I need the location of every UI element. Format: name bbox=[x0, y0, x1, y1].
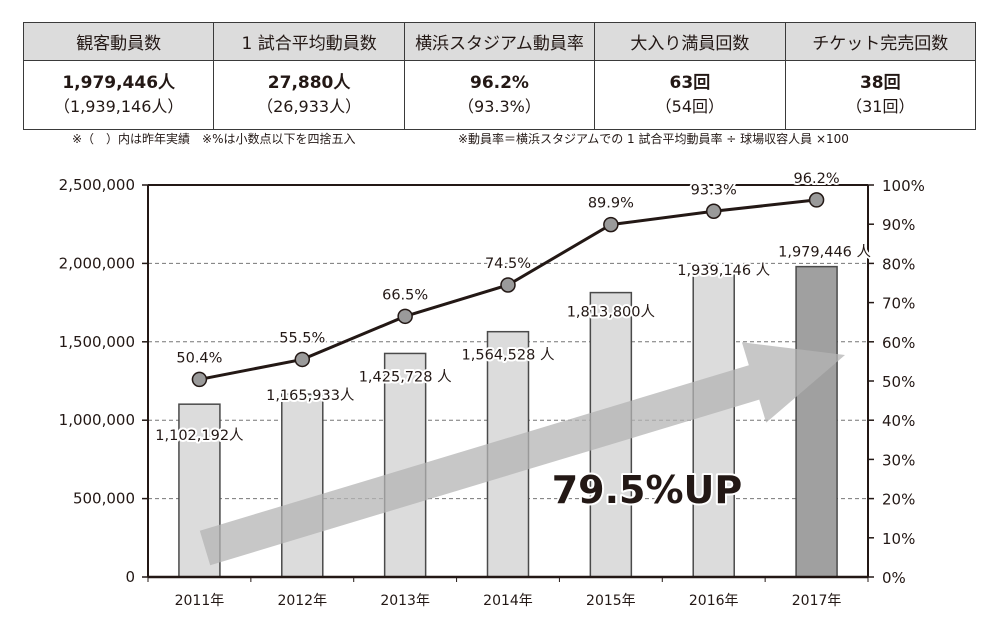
previous-value: （54回） bbox=[655, 97, 725, 116]
right-tick-label: 40% bbox=[882, 412, 915, 430]
occupancy-marker bbox=[191, 371, 208, 388]
occupancy-marker bbox=[808, 192, 825, 208]
current-value: 27,880人 bbox=[267, 73, 351, 93]
x-tick-label: 2014年 bbox=[483, 593, 533, 609]
previous-value: （93.3%） bbox=[458, 97, 541, 116]
left-tick-label: 500,000 bbox=[73, 490, 135, 508]
header-sellout-count: チケット完売回数 bbox=[784, 22, 977, 61]
previous-value: （31回） bbox=[846, 97, 915, 116]
right-tick-label: 60% bbox=[882, 334, 915, 352]
occupancy-label: 93.3% bbox=[691, 182, 737, 198]
attendance-label: 1,813,800人 bbox=[567, 304, 655, 321]
cell-occupancy-rate: 96.2% （93.3%） bbox=[403, 60, 596, 130]
attendance-label: 1,979,446 人 bbox=[778, 244, 871, 261]
summary-header-row: 観客動員数 1 試合平均動員数 横浜スタジアム動員率 大入り満員回数 チケット完… bbox=[22, 22, 977, 61]
attendance-label: 1,425,728 人 bbox=[359, 368, 452, 385]
x-tick-label: 2015年 bbox=[586, 593, 636, 609]
x-tick-label: 2013年 bbox=[380, 593, 430, 609]
occupancy-marker bbox=[603, 216, 619, 233]
x-tick-label: 2012年 bbox=[277, 593, 327, 609]
occupancy-line bbox=[191, 192, 825, 388]
header-full-house-count: 大入り満員回数 bbox=[594, 22, 786, 61]
previous-value: （1,939,146人） bbox=[53, 97, 184, 116]
right-tick-label: 70% bbox=[882, 295, 915, 313]
left-tick-label: 2,000,000 bbox=[59, 254, 135, 272]
attendance-label: 1,102,192人 bbox=[155, 427, 243, 444]
attendance-label: 1,564,528 人 bbox=[462, 347, 555, 364]
occupancy-marker bbox=[500, 277, 516, 293]
right-tick-label: 10% bbox=[882, 530, 915, 548]
axes: 0 500,000 1,000,000 1,500,000 2,000,000 2,500… bbox=[59, 176, 925, 609]
current-value: 38回 bbox=[859, 73, 901, 93]
occupancy-label: 74.5% bbox=[485, 256, 531, 272]
occupancy-marker bbox=[397, 308, 413, 325]
right-tick-label: 100% bbox=[882, 177, 925, 195]
attendance-label: 1,165,933人 bbox=[266, 387, 354, 404]
right-tick-label: 30% bbox=[882, 451, 915, 469]
occupancy-marker bbox=[705, 203, 722, 220]
current-value: 96.2% bbox=[469, 73, 529, 93]
left-tick-label: 2,500,000 bbox=[59, 176, 135, 194]
x-tick-label: 2011年 bbox=[175, 593, 225, 609]
trend-arrow bbox=[199, 342, 845, 566]
right-tick-label: 0% bbox=[882, 569, 906, 587]
x-tick-label: 2017年 bbox=[792, 593, 842, 609]
left-tick-label: 1,000,000 bbox=[59, 411, 135, 429]
data-labels: 50.4% 55.5% 66.5% 74.5% 89.9% 93.3% 96.2% 1,102… bbox=[153, 169, 873, 446]
header-attendance: 観客動員数 bbox=[22, 22, 215, 61]
occupancy-label: 50.4% bbox=[176, 350, 222, 366]
right-tick-label: 20% bbox=[882, 491, 915, 509]
occupancy-label: 96.2% bbox=[794, 171, 840, 187]
cell-sellout-count: 38回 （31回） bbox=[784, 60, 977, 130]
cell-avg-attendance: 27,880人 （26,933人） bbox=[213, 60, 405, 130]
summary-table: 観客動員数 1 試合平均動員数 横浜スタジアム動員率 大入り満員回数 チケット完… bbox=[22, 22, 977, 130]
right-tick-label: 80% bbox=[882, 255, 915, 273]
cell-attendance: 1,979,446人 （1,939,146人） bbox=[22, 60, 215, 130]
bar-2017年 bbox=[795, 265, 838, 578]
previous-value: （26,933人） bbox=[257, 97, 362, 116]
current-value: 63回 bbox=[669, 73, 711, 93]
right-tick-label: 90% bbox=[882, 216, 915, 234]
occupancy-marker bbox=[294, 351, 311, 368]
header-avg-attendance: 1 試合平均動員数 bbox=[213, 22, 405, 61]
growth-annotation: 79.5%UP bbox=[552, 468, 743, 512]
bar-2012年 bbox=[281, 393, 324, 578]
footnote-right: ※動員率＝横浜スタジアムでの 1 試合平均動員率 ÷ 球場収容人員 ×100 bbox=[458, 132, 849, 146]
x-tick-label: 2016年 bbox=[689, 593, 739, 609]
cell-full-house-count: 63回 （54回） bbox=[594, 60, 786, 130]
left-tick-label: 0 bbox=[125, 568, 135, 586]
occupancy-label: 89.9% bbox=[588, 196, 634, 212]
summary-value-row: 1,979,446人 （1,939,146人） 27,880人 （26,933人… bbox=[22, 60, 977, 130]
current-value: 1,979,446人 bbox=[62, 73, 176, 93]
bar-2016年 bbox=[692, 272, 735, 578]
right-tick-label: 50% bbox=[882, 373, 915, 391]
growth-arrow bbox=[199, 342, 845, 566]
attendance-label: 1,939,146 人 bbox=[677, 262, 770, 279]
footnote-left: ※（ ）内は昨年実績 ※%は小数点以下を四捨五入 bbox=[72, 132, 356, 146]
left-tick-label: 1,500,000 bbox=[59, 333, 135, 351]
occupancy-label: 55.5% bbox=[279, 330, 325, 346]
occupancy-label: 66.5% bbox=[382, 287, 428, 303]
